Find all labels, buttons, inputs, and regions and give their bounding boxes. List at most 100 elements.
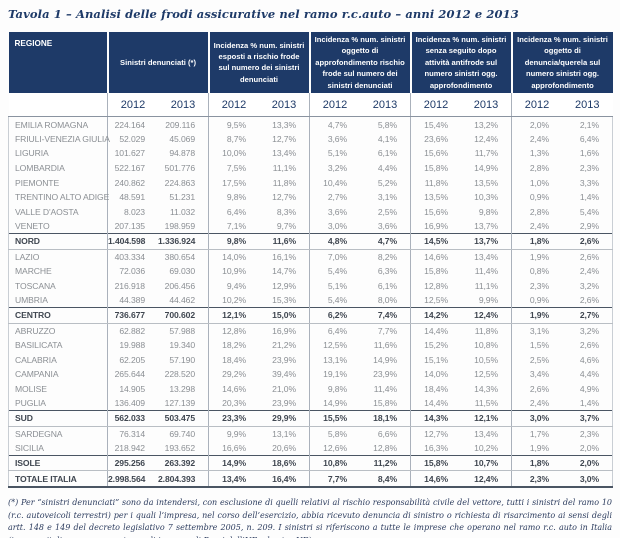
value-cell: 9,9% — [208, 426, 260, 441]
value-cell: 12,4% — [461, 470, 512, 489]
region-name: CENTRO — [8, 307, 108, 324]
value-cell: 380.654 — [164, 251, 196, 262]
value-cell: 2,4% — [511, 396, 563, 411]
value-cell: 6,2% — [309, 307, 361, 324]
value-cell: 2,4% — [511, 131, 563, 147]
value-cell: 16,9% — [272, 325, 297, 336]
region-name: BASILICATA — [8, 337, 108, 353]
value-cell: 7,5% — [208, 160, 260, 176]
value-cell: 1,9% — [511, 307, 563, 324]
value-cell: 8,7% — [208, 131, 260, 147]
column-header-incidenza-approfondimento: Incidenza % num. sinistri oggetto di app… — [308, 32, 411, 93]
value-cell: 6,1% — [377, 280, 398, 291]
value-cell: 12,8% — [410, 278, 462, 293]
region-name: SICILIA — [8, 440, 108, 456]
value-cell: 9,8% — [309, 381, 361, 397]
year-label: 2012 — [511, 92, 563, 118]
value-cell: 4,4% — [562, 366, 614, 382]
value-cell: 23,9% — [272, 354, 297, 365]
value-cell: 265.644 — [107, 366, 158, 382]
table-row: FRIULI-VENEZIA GIULIA 52.029 45.069 8,7% 12,… — [8, 131, 614, 147]
value-cell: 7,4% — [360, 307, 411, 324]
value-cell: 9,9% — [478, 295, 499, 306]
value-cell: 11,1% — [474, 280, 499, 291]
value-cell: 11,6% — [259, 233, 310, 250]
value-cell: 3,2% — [309, 160, 361, 176]
table-row: MARCHE 72.036 69.030 10,9% 14,7% 5,4% 6,3% 15,8… — [8, 263, 614, 279]
value-cell: 3,6% — [309, 204, 361, 220]
value-cell: 19.988 — [107, 337, 158, 353]
value-cell: 8,3% — [276, 206, 297, 217]
value-cell: 1,0% — [511, 175, 563, 190]
region-name: TOSCANA — [8, 278, 108, 293]
value-cell: 5,4% — [309, 263, 361, 279]
value-cell: 29,9% — [259, 410, 310, 427]
region-name: ABRUZZO — [8, 323, 108, 338]
value-cell: 11,8% — [410, 175, 462, 190]
value-cell: 13,4% — [208, 470, 260, 489]
value-cell: 23,9% — [373, 369, 398, 380]
region-name: SUD — [8, 410, 108, 427]
value-cell: 15,6% — [410, 146, 462, 161]
value-cell: 15,1% — [410, 352, 462, 367]
value-cell: 2,3% — [562, 426, 614, 441]
table-row: TOSCANA 216.918 206.456 9,4% 12,9% 5,1% 6,1% 12… — [8, 278, 614, 293]
value-cell: 15,8% — [373, 398, 398, 409]
value-cell: 2,3% — [562, 160, 614, 176]
value-cell: 12,1% — [208, 307, 260, 324]
region-name: MARCHE — [8, 263, 108, 279]
value-cell: 15,6% — [410, 204, 462, 220]
table-row: CAMPANIA 265.644 228.520 29,2% 39,4% 19,1% 23,… — [8, 366, 614, 382]
value-cell: 14,6% — [410, 470, 462, 489]
year-label: 2012 — [309, 92, 361, 118]
value-cell: 29,2% — [208, 366, 260, 382]
value-cell: 11,5% — [474, 398, 499, 409]
value-cell: 10,4% — [309, 175, 361, 190]
year-label: 2013 — [562, 92, 613, 118]
value-cell: 14,0% — [208, 249, 260, 264]
region-name: PIEMONTE — [8, 175, 108, 190]
value-cell: 12,4% — [461, 307, 512, 324]
value-cell: 1,8% — [511, 233, 563, 250]
value-cell: 69.030 — [169, 266, 196, 277]
value-cell: 6,4% — [309, 323, 361, 338]
value-cell: 57.190 — [169, 354, 196, 365]
value-cell: 5,4% — [562, 204, 614, 220]
value-cell: 15,8% — [410, 263, 462, 279]
value-cell: 13,4% — [474, 428, 499, 439]
value-cell: 1,5% — [511, 337, 563, 353]
value-cell: 15,3% — [272, 295, 297, 306]
value-cell: 2,5% — [511, 352, 563, 367]
value-cell: 503.475 — [158, 410, 209, 427]
value-cell: 94.878 — [169, 148, 196, 159]
value-cell: 8,0% — [377, 295, 398, 306]
footnote: (*) Per “sinistri denunciati” sono da in… — [8, 498, 612, 538]
column-header-senza-seguito: Incidenza % num. sinistri senza seguito … — [409, 32, 512, 93]
value-cell: 3,1% — [511, 323, 563, 338]
value-cell: 2,1% — [562, 116, 614, 132]
value-cell: 15,4% — [410, 116, 462, 132]
value-cell: 6,4% — [562, 131, 614, 147]
table-row: LIGURIA 101.627 94.878 10,0% 13,4% 5,1% 6,1% 15… — [8, 146, 614, 161]
value-cell: 12,7% — [272, 133, 297, 144]
region-name: EMILIA ROMAGNA — [8, 116, 108, 132]
value-cell: 9,5% — [208, 116, 260, 132]
value-cell: 10,7% — [461, 454, 512, 472]
value-cell: 9,8% — [208, 233, 260, 250]
value-cell: 10,2% — [474, 442, 499, 453]
table-row: BASILICATA 19.988 19.340 18,2% 21,2% 12,5% 11,… — [8, 337, 614, 353]
value-cell: 8,2% — [377, 251, 398, 262]
value-cell: 14,9% — [474, 163, 499, 174]
value-cell: 3,1% — [377, 192, 398, 203]
value-cell: 2,3% — [511, 470, 563, 489]
table-row: SICILIA 218.942 193.652 16,6% 20,6% 12,6% 12,8… — [8, 440, 614, 456]
value-cell: 20,6% — [272, 442, 297, 453]
value-cell: 45.069 — [169, 133, 196, 144]
year-label: 2012 — [107, 92, 158, 118]
value-cell: 14,3% — [410, 410, 462, 427]
value-cell: 224.164 — [107, 116, 158, 132]
value-cell: 5,8% — [309, 426, 361, 441]
value-cell: 228.520 — [164, 369, 196, 380]
value-cell: 12,6% — [309, 440, 361, 456]
value-cell: 13,2% — [474, 119, 499, 130]
